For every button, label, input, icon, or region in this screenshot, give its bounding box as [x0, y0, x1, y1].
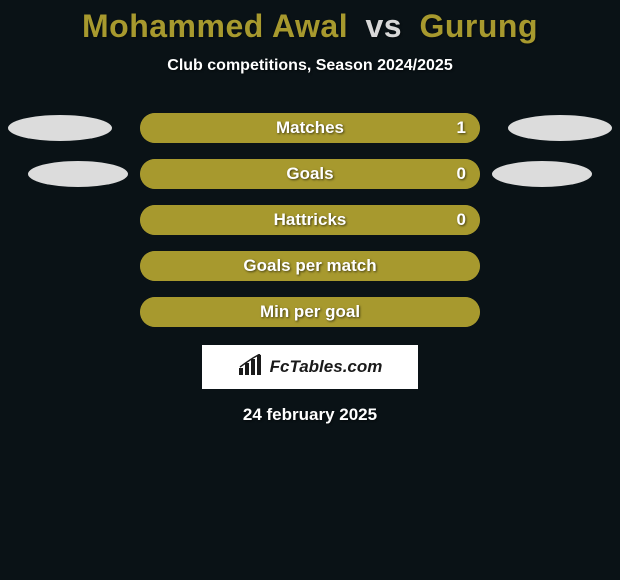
date-text: 24 february 2025: [243, 405, 377, 425]
stat-label: Hattricks: [274, 210, 347, 230]
stat-row: Goals 0: [0, 159, 620, 189]
stat-value: 0: [457, 210, 466, 230]
left-ellipse: [28, 161, 128, 187]
stat-row: Goals per match: [0, 251, 620, 281]
bars-icon: [238, 354, 264, 381]
comparison-infographic: Mohammed Awal vs Gurung Club competition…: [0, 0, 620, 425]
stat-bar: Matches 1: [140, 113, 480, 143]
stat-bar: Hattricks 0: [140, 205, 480, 235]
stat-label: Goals: [286, 164, 333, 184]
stat-row: Hattricks 0: [0, 205, 620, 235]
stat-bar: Goals 0: [140, 159, 480, 189]
stat-label: Goals per match: [243, 256, 376, 276]
title: Mohammed Awal vs Gurung: [82, 8, 538, 45]
stat-row: Min per goal: [0, 297, 620, 327]
title-vs: vs: [365, 8, 402, 44]
stat-bar: Min per goal: [140, 297, 480, 327]
title-player1: Mohammed Awal: [82, 8, 348, 44]
stat-value: 1: [457, 118, 466, 138]
stat-bar: Goals per match: [140, 251, 480, 281]
source-badge-text: FcTables.com: [270, 357, 383, 377]
title-player2: Gurung: [419, 8, 538, 44]
source-badge: FcTables.com: [202, 345, 418, 389]
left-ellipse: [8, 115, 112, 141]
stat-rows: Matches 1 Goals 0 Hattricks 0 Goals per match M…: [0, 113, 620, 327]
subtitle: Club competitions, Season 2024/2025: [167, 57, 452, 75]
stat-label: Matches: [276, 118, 344, 138]
right-ellipse: [508, 115, 612, 141]
right-ellipse: [492, 161, 592, 187]
stat-label: Min per goal: [260, 302, 360, 322]
stat-value: 0: [457, 164, 466, 184]
stat-row: Matches 1: [0, 113, 620, 143]
